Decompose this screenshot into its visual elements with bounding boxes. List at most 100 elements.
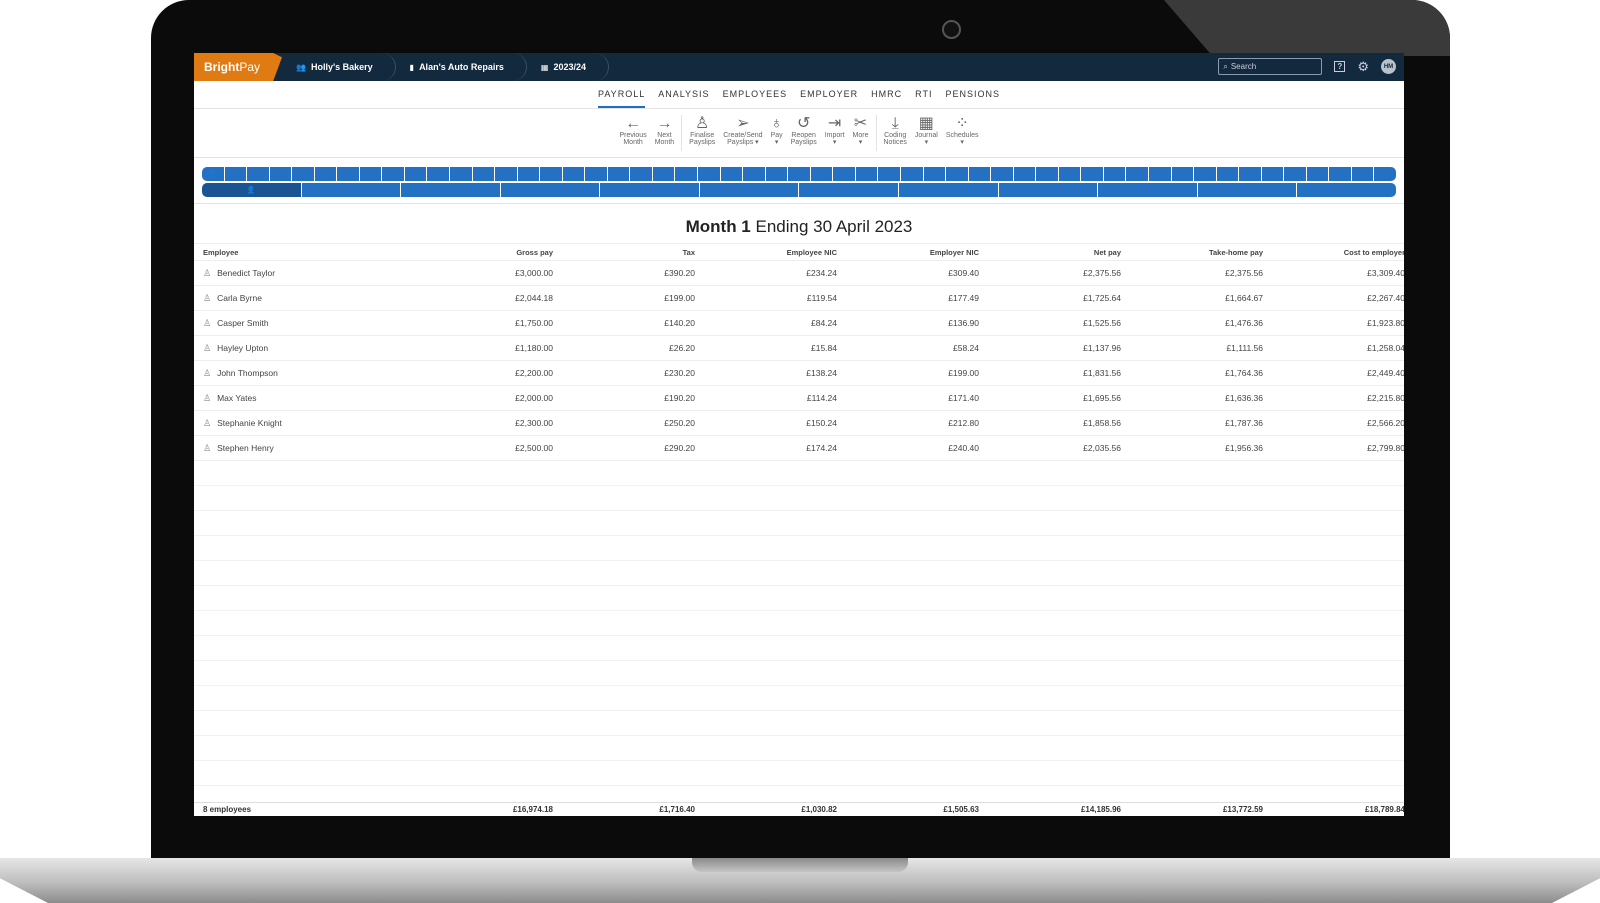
week-period-cell[interactable] bbox=[630, 167, 652, 181]
week-period-cell[interactable] bbox=[923, 167, 946, 181]
week-period-cell[interactable] bbox=[1239, 167, 1261, 181]
employee-cell[interactable]: ♙ Casper Smith bbox=[203, 318, 411, 329]
table-row[interactable]: ♙ Max Yates £2,000.00 £190.20 £114.24 £171.40… bbox=[194, 386, 1404, 411]
employee-view-icon[interactable]: 👤 bbox=[202, 167, 224, 181]
week-period-cell[interactable] bbox=[1374, 167, 1396, 181]
week-period-cell[interactable] bbox=[1103, 167, 1126, 181]
tab-hmrc[interactable]: HMRC bbox=[871, 89, 903, 99]
week-period-cell[interactable] bbox=[855, 167, 878, 181]
tab-employer[interactable]: EMPLOYER bbox=[800, 89, 859, 99]
table-row[interactable]: ♙ Carla Byrne £2,044.18 £199.00 £119.54 £177.… bbox=[194, 286, 1404, 311]
employee-cell[interactable]: ♙ Max Yates bbox=[203, 393, 411, 404]
week-period-cell[interactable] bbox=[810, 167, 833, 181]
month-period-cell[interactable] bbox=[799, 183, 899, 197]
week-period-cell[interactable] bbox=[427, 167, 450, 181]
month-period-cell[interactable] bbox=[699, 183, 799, 197]
breadcrumb-item[interactable]: ▮ Alan's Auto Repairs bbox=[396, 53, 527, 81]
breadcrumb-item[interactable]: 👥 Holly's Bakery bbox=[282, 53, 396, 81]
previous-button[interactable]: ← Previous Month bbox=[615, 115, 650, 146]
week-period-cell[interactable] bbox=[1284, 167, 1306, 181]
column-header[interactable]: Take-home pay bbox=[1208, 247, 1263, 257]
tab-employees[interactable]: EMPLOYEES bbox=[722, 89, 788, 99]
week-period-cell[interactable] bbox=[1058, 167, 1081, 181]
column-header[interactable]: Employee NIC bbox=[786, 247, 837, 257]
week-period-cell[interactable] bbox=[968, 167, 991, 181]
week-period-cell[interactable] bbox=[991, 167, 1013, 181]
month-period-cell[interactable] bbox=[1197, 183, 1297, 197]
week-period-cell[interactable] bbox=[404, 167, 427, 181]
week-period-cell[interactable] bbox=[1261, 167, 1284, 181]
week-period-cell[interactable] bbox=[1148, 167, 1171, 181]
week-period-cell[interactable] bbox=[314, 167, 337, 181]
week-period-cell[interactable] bbox=[224, 167, 247, 181]
journal-button[interactable]: ▦ Journal ▾ bbox=[911, 115, 942, 146]
week-period-cell[interactable] bbox=[833, 167, 855, 181]
week-period-cell[interactable] bbox=[247, 167, 269, 181]
week-period-cell[interactable] bbox=[607, 167, 630, 181]
week-period-cell[interactable] bbox=[878, 167, 900, 181]
week-period-cell[interactable] bbox=[562, 167, 585, 181]
tab-pensions[interactable]: PENSIONS bbox=[945, 89, 1000, 99]
week-period-cell[interactable] bbox=[292, 167, 314, 181]
help-icon[interactable]: ? bbox=[1334, 61, 1346, 72]
week-period-cell[interactable] bbox=[1036, 167, 1058, 181]
column-header[interactable]: Employee bbox=[203, 247, 239, 257]
schedules-button[interactable]: ⁘ Schedules ▾ bbox=[942, 115, 983, 146]
column-header[interactable]: Employer NIC bbox=[929, 247, 979, 257]
week-period-cell[interactable] bbox=[1216, 167, 1239, 181]
column-header[interactable]: Gross pay bbox=[516, 247, 553, 257]
table-row[interactable]: ♙ Stephanie Knight £2,300.00 £250.20 £150.24… bbox=[194, 411, 1404, 436]
week-period-cell[interactable] bbox=[450, 167, 472, 181]
week-period-cell[interactable] bbox=[743, 167, 765, 181]
more-button[interactable]: ✂ More ▾ bbox=[849, 115, 873, 146]
week-period-cell[interactable] bbox=[585, 167, 607, 181]
week-period-cell[interactable] bbox=[698, 167, 720, 181]
tab-payroll[interactable]: PAYROLL bbox=[598, 89, 646, 108]
month-period-cell[interactable] bbox=[600, 183, 699, 197]
month-period-cell[interactable] bbox=[401, 183, 500, 197]
next-button[interactable]: → Next Month bbox=[651, 115, 678, 146]
avatar[interactable]: HM bbox=[1381, 59, 1396, 74]
week-period-cell[interactable] bbox=[900, 167, 923, 181]
week-period-cell[interactable] bbox=[540, 167, 562, 181]
week-period-cell[interactable] bbox=[1126, 167, 1148, 181]
week-period-cell[interactable] bbox=[1194, 167, 1216, 181]
week-period-cell[interactable] bbox=[675, 167, 698, 181]
tab-rti[interactable]: RTI bbox=[915, 89, 933, 99]
week-period-cell[interactable] bbox=[269, 167, 292, 181]
month-period-cell[interactable] bbox=[301, 183, 401, 197]
employee-cell[interactable]: ♙ Hayley Upton bbox=[203, 343, 411, 354]
gear-icon[interactable]: ⚙ bbox=[1357, 58, 1369, 74]
month-period-cell[interactable] bbox=[1297, 183, 1396, 197]
week-period-cell[interactable] bbox=[472, 167, 495, 181]
week-period-cell[interactable] bbox=[495, 167, 517, 181]
week-period-cell[interactable] bbox=[1081, 167, 1103, 181]
week-period-cell[interactable] bbox=[788, 167, 810, 181]
employee-cell[interactable]: ♙ Stephen Henry bbox=[203, 443, 411, 454]
table-row[interactable]: ♙ Benedict Taylor £3,000.00 £390.20 £234.24 £… bbox=[194, 261, 1404, 286]
employee-cell[interactable]: ♙ Benedict Taylor bbox=[203, 268, 411, 279]
employee-cell[interactable]: ♙ Carla Byrne bbox=[203, 293, 411, 304]
week-period-cell[interactable] bbox=[946, 167, 968, 181]
month-period-cell[interactable] bbox=[998, 183, 1098, 197]
week-period-cell[interactable] bbox=[765, 167, 788, 181]
week-period-cell[interactable] bbox=[1171, 167, 1194, 181]
month-period-cell[interactable] bbox=[500, 183, 600, 197]
table-row[interactable]: ♙ Stephen Henry £2,500.00 £290.20 £174.24 £24… bbox=[194, 436, 1404, 461]
column-header[interactable]: Net pay bbox=[1093, 247, 1121, 257]
brightpay-logo[interactable]: Bright Pay bbox=[194, 53, 282, 81]
import-button[interactable]: ⇥ Import ▾ bbox=[821, 115, 849, 146]
finalise-button[interactable]: ♙ Finalise Payslips bbox=[685, 115, 719, 146]
coding-button[interactable]: ⤓ Coding Notices bbox=[880, 115, 911, 146]
week-period-cell[interactable] bbox=[720, 167, 743, 181]
table-row[interactable]: ♙ Hayley Upton £1,180.00 £26.20 £15.84 £58.24… bbox=[194, 336, 1404, 361]
week-period-cell[interactable] bbox=[652, 167, 675, 181]
month-period-cell[interactable]: 👤 bbox=[202, 183, 301, 197]
week-period-cell[interactable] bbox=[1306, 167, 1329, 181]
week-period-cell[interactable] bbox=[1013, 167, 1036, 181]
month-period-cell[interactable] bbox=[899, 183, 998, 197]
week-period-cell[interactable] bbox=[1351, 167, 1374, 181]
reopen-button[interactable]: ↺ Reopen Payslips bbox=[787, 115, 821, 146]
breadcrumb-item[interactable]: ▦ 2023/24 bbox=[527, 53, 609, 81]
employee-cell[interactable]: ♙ John Thompson bbox=[203, 368, 411, 379]
